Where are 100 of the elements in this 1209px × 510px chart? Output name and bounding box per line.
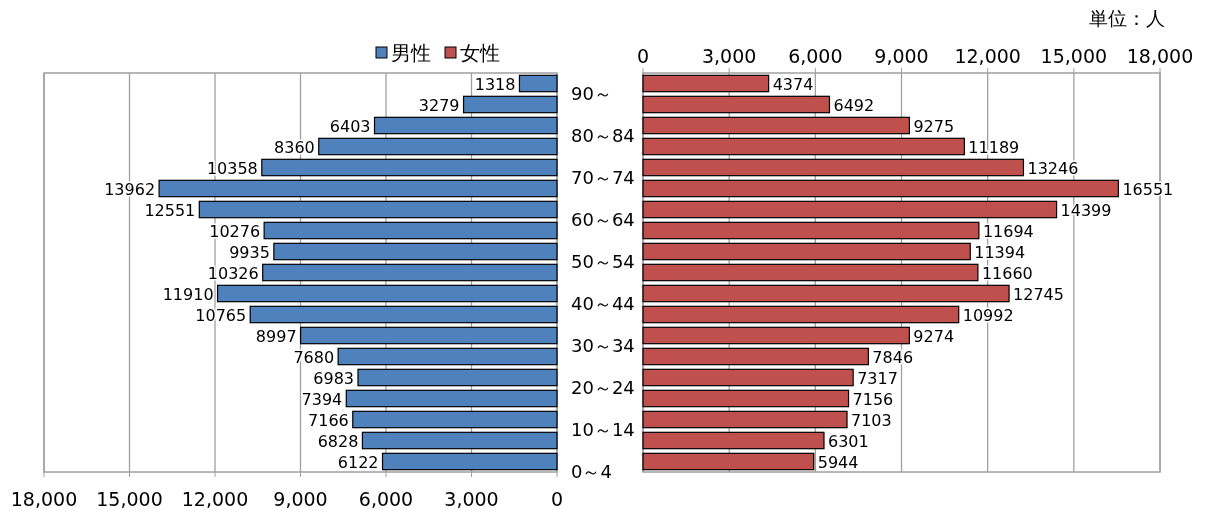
data-label: 14399 xyxy=(1060,200,1112,220)
bar xyxy=(642,326,910,345)
bar xyxy=(198,200,558,219)
data-label: 10765 xyxy=(195,305,247,325)
bar xyxy=(158,179,558,198)
x-tick-label: 6,000 xyxy=(788,45,843,67)
x-tick-label: 9,000 xyxy=(273,488,328,510)
x-tick-label: 18,000 xyxy=(1126,45,1194,67)
data-label: 12551 xyxy=(144,200,196,220)
y-tick-label: 80～84 xyxy=(571,125,635,146)
data-label: 11660 xyxy=(981,263,1033,283)
bar xyxy=(262,263,558,282)
data-label: 9274 xyxy=(913,326,955,346)
data-label: 1318 xyxy=(474,74,516,94)
bar xyxy=(462,95,558,114)
bar xyxy=(642,347,869,366)
x-tick-label: 3,000 xyxy=(701,45,757,67)
bar xyxy=(249,305,558,324)
bar xyxy=(642,410,848,429)
y-tick-label: 90～ xyxy=(571,83,612,104)
bar xyxy=(642,158,1025,177)
data-label: 4374 xyxy=(772,74,814,94)
data-label: 6122 xyxy=(337,452,379,472)
data-label: 7680 xyxy=(293,347,335,367)
data-label: 7846 xyxy=(872,347,914,367)
bar xyxy=(381,452,558,471)
data-label: 12745 xyxy=(1013,284,1064,304)
bar xyxy=(518,74,558,93)
y-tick-label: 50～54 xyxy=(571,251,635,272)
text: 単位：人 xyxy=(1089,7,1165,29)
bar xyxy=(642,74,770,93)
bar xyxy=(352,410,558,429)
data-label: 11694 xyxy=(982,221,1034,241)
data-label: 10992 xyxy=(962,305,1014,325)
y-tick-label: 10～14 xyxy=(571,419,635,440)
legend-label: 男性 xyxy=(391,41,431,65)
x-tick-label: 3,000 xyxy=(444,488,499,510)
data-label: 10276 xyxy=(209,221,261,241)
data-label: 7166 xyxy=(308,410,349,430)
bar xyxy=(299,326,558,345)
bar xyxy=(642,179,1119,198)
x-tick-label: 6,000 xyxy=(358,488,414,510)
bar xyxy=(642,95,831,114)
data-label: 3279 xyxy=(418,95,460,115)
bar xyxy=(361,431,558,450)
y-tick-label: 60～64 xyxy=(571,209,635,230)
data-label: 9935 xyxy=(229,242,270,262)
bar xyxy=(642,242,971,261)
bar xyxy=(337,347,558,366)
x-tick-label: 12,000 xyxy=(954,45,1021,67)
x-tick-label: 15,000 xyxy=(1040,45,1108,67)
bar xyxy=(642,137,965,156)
data-label: 7156 xyxy=(852,389,894,409)
bar xyxy=(642,305,960,324)
data-label: 6983 xyxy=(313,368,354,388)
bar xyxy=(373,116,558,135)
y-tick-label: 0～4 xyxy=(571,461,612,482)
x-tick-label: 0 xyxy=(636,45,650,67)
y-tick-label: 70～74 xyxy=(571,167,635,188)
y-tick-label: 20～24 xyxy=(571,377,635,398)
y-tick-label: 40～44 xyxy=(571,293,635,314)
data-label: 7103 xyxy=(851,410,892,430)
bar xyxy=(263,221,558,240)
data-label: 8360 xyxy=(274,137,315,157)
data-label: 6301 xyxy=(827,431,869,451)
bar xyxy=(273,242,558,261)
y-tick-label: 30～34 xyxy=(571,335,635,356)
data-label: 10326 xyxy=(207,263,259,283)
bar xyxy=(216,284,558,303)
legend-label: 女性 xyxy=(460,41,500,65)
data-label: 11910 xyxy=(162,284,214,304)
bar xyxy=(642,221,980,240)
data-label: 13962 xyxy=(104,179,156,199)
data-label: 6492 xyxy=(833,95,875,115)
bar xyxy=(642,284,1010,303)
data-label: 7394 xyxy=(301,389,343,409)
x-tick-label: 15,000 xyxy=(96,488,163,510)
data-label: 11189 xyxy=(968,137,1020,157)
bar xyxy=(642,431,825,450)
bar xyxy=(642,263,979,282)
data-label: 11394 xyxy=(974,242,1026,262)
bar xyxy=(318,137,558,156)
data-label: 9275 xyxy=(913,116,955,136)
data-label: 6828 xyxy=(317,431,359,451)
data-label: 5944 xyxy=(817,452,859,472)
bar xyxy=(261,158,558,177)
bar xyxy=(642,389,850,408)
data-label: 13246 xyxy=(1027,158,1079,178)
bar xyxy=(642,368,854,387)
bar xyxy=(345,389,558,408)
bar xyxy=(357,368,558,387)
x-tick-label: 12,000 xyxy=(181,488,249,510)
data-label: 16551 xyxy=(1122,179,1174,199)
bar xyxy=(642,116,910,135)
data-label: 10358 xyxy=(206,158,258,178)
x-tick-label: 18,000 xyxy=(10,488,78,510)
bar xyxy=(642,200,1058,219)
data-label: 8997 xyxy=(255,326,297,346)
data-label: 7317 xyxy=(857,368,898,388)
x-tick-label: 0 xyxy=(550,488,564,510)
